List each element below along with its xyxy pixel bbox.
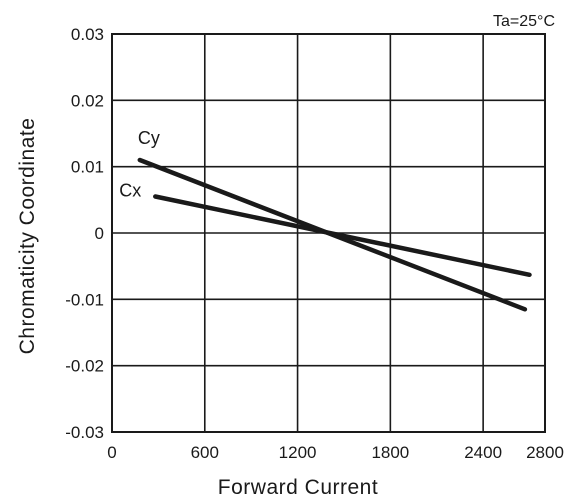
x-tick-label: 2400 — [464, 443, 502, 462]
series-lines: Cy Cx — [119, 128, 532, 312]
y-tick-label: -0.01 — [65, 290, 104, 309]
x-tick-label: 1800 — [371, 443, 409, 462]
x-tick-label: 0 — [107, 443, 116, 462]
y-tick-label: 0.02 — [71, 91, 104, 110]
y-tick-label: -0.02 — [65, 357, 104, 376]
y-tick-label: 0.01 — [71, 158, 104, 177]
series-label-cx: Cx — [119, 181, 141, 201]
condition-annotation: Ta=25°C — [493, 13, 555, 30]
y-tick-label: 0 — [95, 224, 104, 243]
y-tick-label: -0.03 — [65, 423, 104, 442]
x-tick-label: 600 — [191, 443, 219, 462]
y-tick-label: 0.03 — [71, 25, 104, 44]
tick-labels: 0 600 1200 1800 2400 2800 0.03 0.02 0.01 0 -0.01 -0… — [65, 25, 564, 462]
y-axis-label: Chromaticity Coordinate — [16, 118, 39, 355]
x-axis-label: Forward Current — [218, 476, 378, 499]
x-tick-label: 2800 — [526, 443, 564, 462]
series-line-cx — [153, 194, 532, 278]
plot-frame — [111, 33, 546, 433]
x-tick-label: 1200 — [279, 443, 317, 462]
series-label-cy: Cy — [138, 128, 160, 148]
grid — [112, 34, 545, 432]
